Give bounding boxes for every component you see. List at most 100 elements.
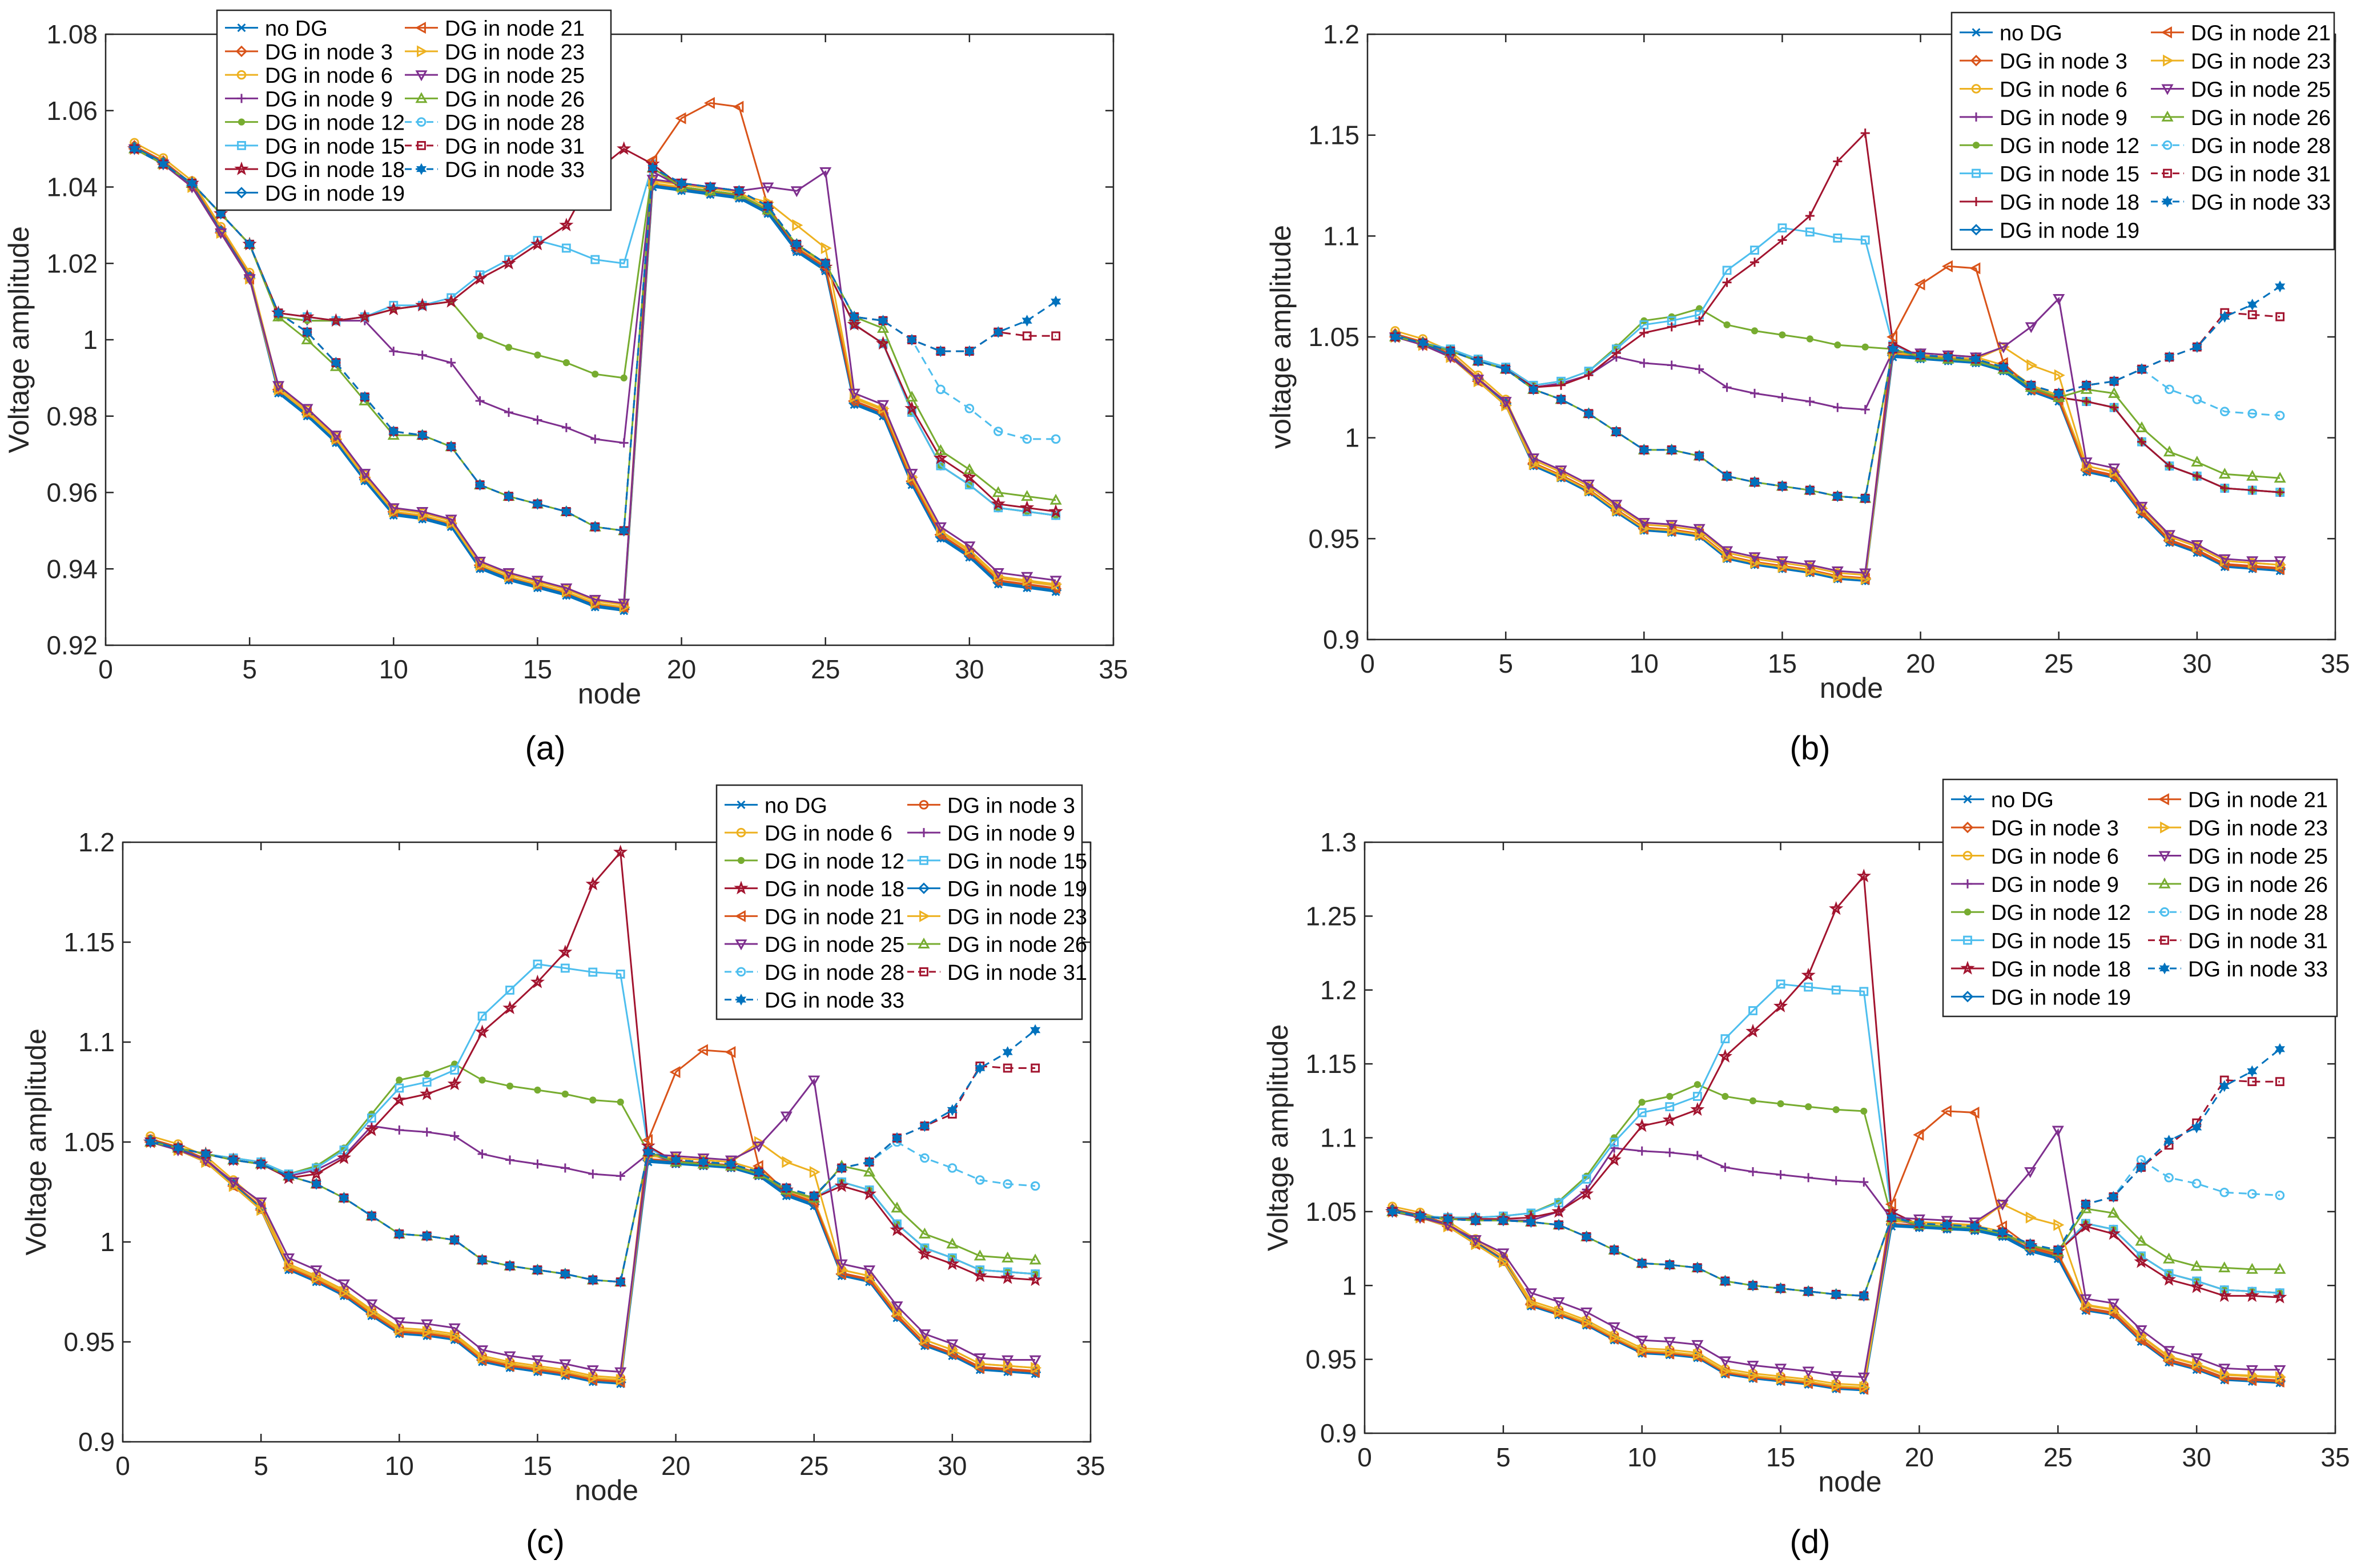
data-point [2026, 379, 2037, 392]
data-point [2163, 445, 2175, 457]
y-tick-label: 1.04 [46, 172, 98, 202]
data-point [820, 242, 832, 255]
legend-label: DG in node 6 [1991, 845, 2119, 869]
legend-label: DG in node 28 [2188, 901, 2328, 925]
data-point [2135, 1161, 2147, 1173]
data-point [835, 1259, 848, 1271]
data-point [1805, 211, 1815, 220]
data-point [1527, 453, 1540, 465]
data-point [1804, 1375, 1815, 1388]
legend: no DG DG in node 3 DG in node 6 DG in node … [1942, 778, 2338, 1018]
data-point [1579, 1186, 1594, 1200]
data-point [618, 598, 630, 610]
data-point [2220, 484, 2230, 493]
data-point [448, 1323, 461, 1334]
legend-label: DG in node 18 [2000, 191, 2139, 215]
data-point [1611, 425, 1622, 438]
data-point [2190, 1353, 2203, 1365]
legend-marker [237, 140, 246, 150]
data-point [273, 307, 284, 319]
data-point [1722, 278, 1732, 287]
data-point [309, 1166, 324, 1180]
x-tick-label: 0 [98, 654, 113, 684]
data-point [1914, 1217, 1925, 1230]
legend-item: DG in node 12 [225, 111, 405, 135]
data-point [2247, 408, 2258, 419]
data-point [1751, 327, 1759, 335]
data-point [1833, 403, 1843, 412]
legend-marker [734, 881, 749, 895]
legend-label: DG in node 15 [265, 135, 405, 159]
y-tick-label: 1.05 [1305, 1197, 1357, 1227]
data-point [589, 1096, 597, 1104]
data-point [590, 255, 600, 264]
data-point [2136, 363, 2147, 375]
x-tick-label: 10 [379, 654, 408, 684]
legend-item: DG in node 28 [405, 111, 585, 135]
data-point [227, 1177, 240, 1189]
data-point [1553, 1219, 1564, 1231]
data-point [906, 333, 918, 346]
data-point [1525, 1288, 1537, 1300]
legend-marker [2163, 54, 2174, 67]
legend-marker [1963, 935, 1972, 945]
legend-marker [1964, 908, 1972, 916]
legend-label: DG in node 12 [265, 111, 405, 135]
data-point [1831, 1176, 1841, 1185]
legend-marker [1972, 168, 1981, 178]
data-point [809, 1190, 819, 1202]
legend-label: DG in node 3 [947, 794, 1075, 818]
data-point [559, 218, 574, 232]
data-point [809, 1165, 820, 1179]
data-point [1886, 1211, 1897, 1224]
data-point [389, 347, 399, 356]
data-point [975, 1062, 986, 1074]
data-point [422, 1127, 432, 1137]
data-point [1834, 341, 1841, 349]
data-point [863, 1265, 876, 1277]
data-point [533, 959, 542, 969]
data-point [590, 521, 601, 533]
legend-item: DG in node 28 [2151, 134, 2331, 158]
data-point [1390, 331, 1401, 343]
legend-label: DG in node 26 [445, 87, 585, 111]
data-point [357, 309, 372, 323]
data-point [1610, 1331, 1621, 1344]
data-point [505, 986, 514, 995]
data-point [475, 559, 486, 572]
data-point [283, 1170, 294, 1182]
data-point [762, 200, 773, 212]
legend-label: DG in node 19 [947, 878, 1087, 902]
data-point [1610, 500, 1623, 511]
data-point [1000, 1270, 1015, 1284]
y-tick-label: 1.08 [46, 19, 98, 49]
data-point [615, 1276, 626, 1288]
data-point [284, 1260, 295, 1272]
data-point [450, 1329, 461, 1342]
data-point [993, 326, 1004, 339]
data-point [762, 182, 774, 194]
y-tick-label: 1.06 [46, 96, 98, 126]
data-point [560, 583, 573, 594]
data-point [1831, 1380, 1843, 1392]
data-point [1806, 335, 1813, 343]
data-point [1498, 1214, 1509, 1227]
data-point [697, 1044, 708, 1056]
y-tick-label: 1.15 [63, 927, 115, 957]
data-point [1941, 1219, 1953, 1231]
legend-item: DG in node 21 [2151, 22, 2331, 46]
data-point [946, 1237, 959, 1249]
data-point [1472, 375, 1485, 386]
data-point [1773, 998, 1788, 1012]
data-point [386, 301, 401, 316]
data-point [1831, 985, 1841, 995]
series-line [150, 1078, 1036, 1373]
data-point [423, 1070, 431, 1078]
legend-item: DG in node 21 [2148, 789, 2328, 813]
data-point [1003, 1267, 1012, 1277]
data-point [1022, 574, 1033, 586]
series-dg-in-node-33 [129, 143, 1061, 537]
data-point [1720, 1034, 1730, 1044]
data-point [862, 1186, 877, 1200]
data-point [877, 400, 890, 411]
